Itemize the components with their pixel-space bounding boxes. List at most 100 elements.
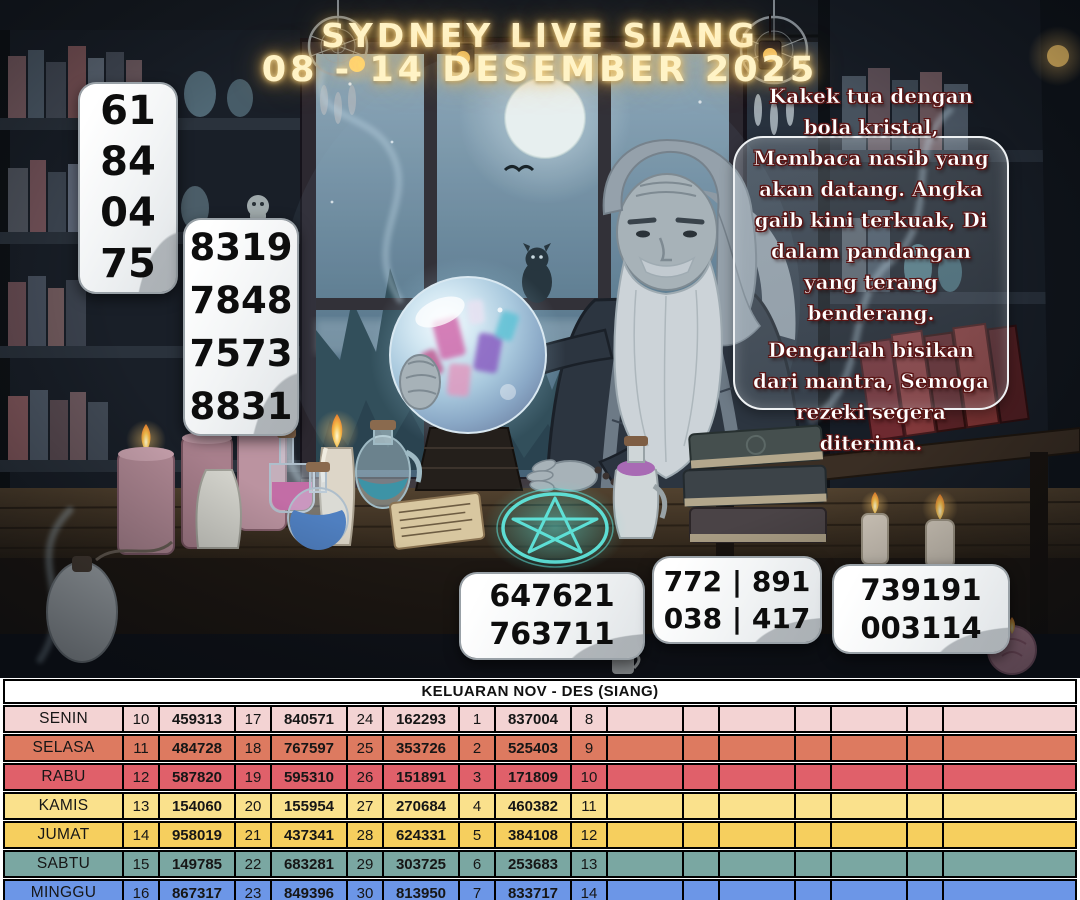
table-row: SENIN 10 459313 17 840571 24 162293 1 837004 8	[3, 705, 1077, 733]
index-cell: 13	[122, 794, 158, 818]
prediction-number: 8319	[189, 226, 293, 269]
index-cell	[682, 852, 718, 876]
result-cell	[718, 794, 794, 818]
result-cell	[718, 881, 794, 900]
index-cell	[906, 794, 942, 818]
index-cell: 19	[234, 765, 270, 789]
day-cell: KAMIS	[38, 797, 89, 814]
prediction-panel-4d: 8319 7848 7573 8831	[183, 218, 299, 436]
prediction-panel-2d: 61 84 04 75	[78, 82, 178, 294]
result-cell	[606, 852, 682, 876]
fortune-teller-illustration	[0, 0, 1080, 678]
index-cell: 10	[122, 707, 158, 731]
day-cell: MINGGU	[30, 884, 97, 900]
prediction-number: 739191	[860, 573, 982, 607]
day-cell: SABTU	[36, 855, 91, 872]
prediction-number: 763711	[489, 617, 615, 652]
result-cell: 840571	[270, 707, 346, 731]
result-cell: 683281	[270, 852, 346, 876]
index-cell: 22	[234, 852, 270, 876]
index-cell: 5	[458, 823, 494, 847]
index-cell: 17	[234, 707, 270, 731]
result-cell: 162293	[382, 707, 458, 731]
index-cell	[794, 707, 830, 731]
index-cell	[682, 707, 718, 731]
table-row: RABU 12 587820 19 595310 26 151891 3 171809 10	[3, 763, 1077, 791]
result-cell	[830, 707, 906, 731]
index-cell	[794, 765, 830, 789]
index-cell: 11	[122, 736, 158, 760]
index-cell: 4	[458, 794, 494, 818]
prediction-number: 038 | 417	[663, 602, 811, 635]
result-cell: 303725	[382, 852, 458, 876]
index-cell	[794, 794, 830, 818]
result-cell: 459313	[158, 707, 234, 731]
prediction-panel-6d-right: 739191 003114	[832, 564, 1010, 654]
prediction-panel-6d-left: 647621 763711	[459, 572, 645, 660]
table-row: SELASA 11 484728 18 767597 25 353726 2 525403 9	[3, 734, 1077, 762]
result-cell	[942, 852, 1075, 876]
result-cell	[830, 823, 906, 847]
index-cell: 28	[346, 823, 382, 847]
result-cell	[942, 881, 1075, 900]
result-cell	[606, 765, 682, 789]
index-cell: 24	[346, 707, 382, 731]
result-cell: 154060	[158, 794, 234, 818]
result-cell	[606, 794, 682, 818]
result-cell: 767597	[270, 736, 346, 760]
index-cell	[794, 823, 830, 847]
result-cell: 437341	[270, 823, 346, 847]
result-cell: 833717	[494, 881, 570, 900]
index-cell: 7	[458, 881, 494, 900]
result-cell: 151891	[382, 765, 458, 789]
index-cell	[682, 794, 718, 818]
result-cell	[830, 765, 906, 789]
index-cell: 30	[346, 881, 382, 900]
banner-date-range: 08 - 14 DESEMBER 2025	[261, 50, 819, 90]
index-cell: 6	[458, 852, 494, 876]
result-cell: 587820	[158, 765, 234, 789]
table-row: SABTU 15 149785 22 683281 29 303725 6 253683 13	[3, 850, 1077, 878]
result-cell: 171809	[494, 765, 570, 789]
index-cell: 15	[122, 852, 158, 876]
result-cell: 595310	[270, 765, 346, 789]
prediction-number: 772 | 891	[663, 565, 811, 598]
prediction-number: 61	[100, 88, 156, 134]
index-cell: 12	[122, 765, 158, 789]
quote-paragraph: Dengarlah bisikan dari mantra, Semoga re…	[753, 338, 990, 456]
result-cell	[606, 707, 682, 731]
result-cell	[718, 765, 794, 789]
prediction-number: 84	[100, 139, 156, 185]
result-cell	[830, 736, 906, 760]
index-cell: 3	[458, 765, 494, 789]
result-cell: 958019	[158, 823, 234, 847]
index-cell	[906, 765, 942, 789]
quote-paragraph: Kakek tua dengan bola kristal, Membaca n…	[753, 84, 989, 326]
table-row: JUMAT 14 958019 21 437341 28 624331 5 384108 12	[3, 821, 1077, 849]
result-cell	[830, 881, 906, 900]
index-cell: 16	[122, 881, 158, 900]
index-cell: 2	[458, 736, 494, 760]
index-cell	[906, 823, 942, 847]
result-cell	[942, 765, 1075, 789]
prediction-number: 647621	[489, 579, 615, 614]
prediction-number: 7848	[189, 279, 293, 322]
index-cell: 10	[570, 765, 606, 789]
day-cell: SENIN	[39, 710, 88, 727]
result-cell	[942, 736, 1075, 760]
index-cell: 1	[458, 707, 494, 731]
day-cell: SELASA	[32, 739, 95, 756]
result-cell	[718, 707, 794, 731]
index-cell: 27	[346, 794, 382, 818]
result-cell: 353726	[382, 736, 458, 760]
result-cell	[830, 794, 906, 818]
result-cell	[942, 823, 1075, 847]
index-cell: 14	[570, 881, 606, 900]
index-cell: 11	[570, 794, 606, 818]
results-table: KELUARAN NOV - DES (SIANG) SENIN 10 459313…	[0, 678, 1080, 900]
index-cell: 14	[122, 823, 158, 847]
result-cell	[606, 881, 682, 900]
result-cell	[942, 794, 1075, 818]
index-cell	[906, 736, 942, 760]
